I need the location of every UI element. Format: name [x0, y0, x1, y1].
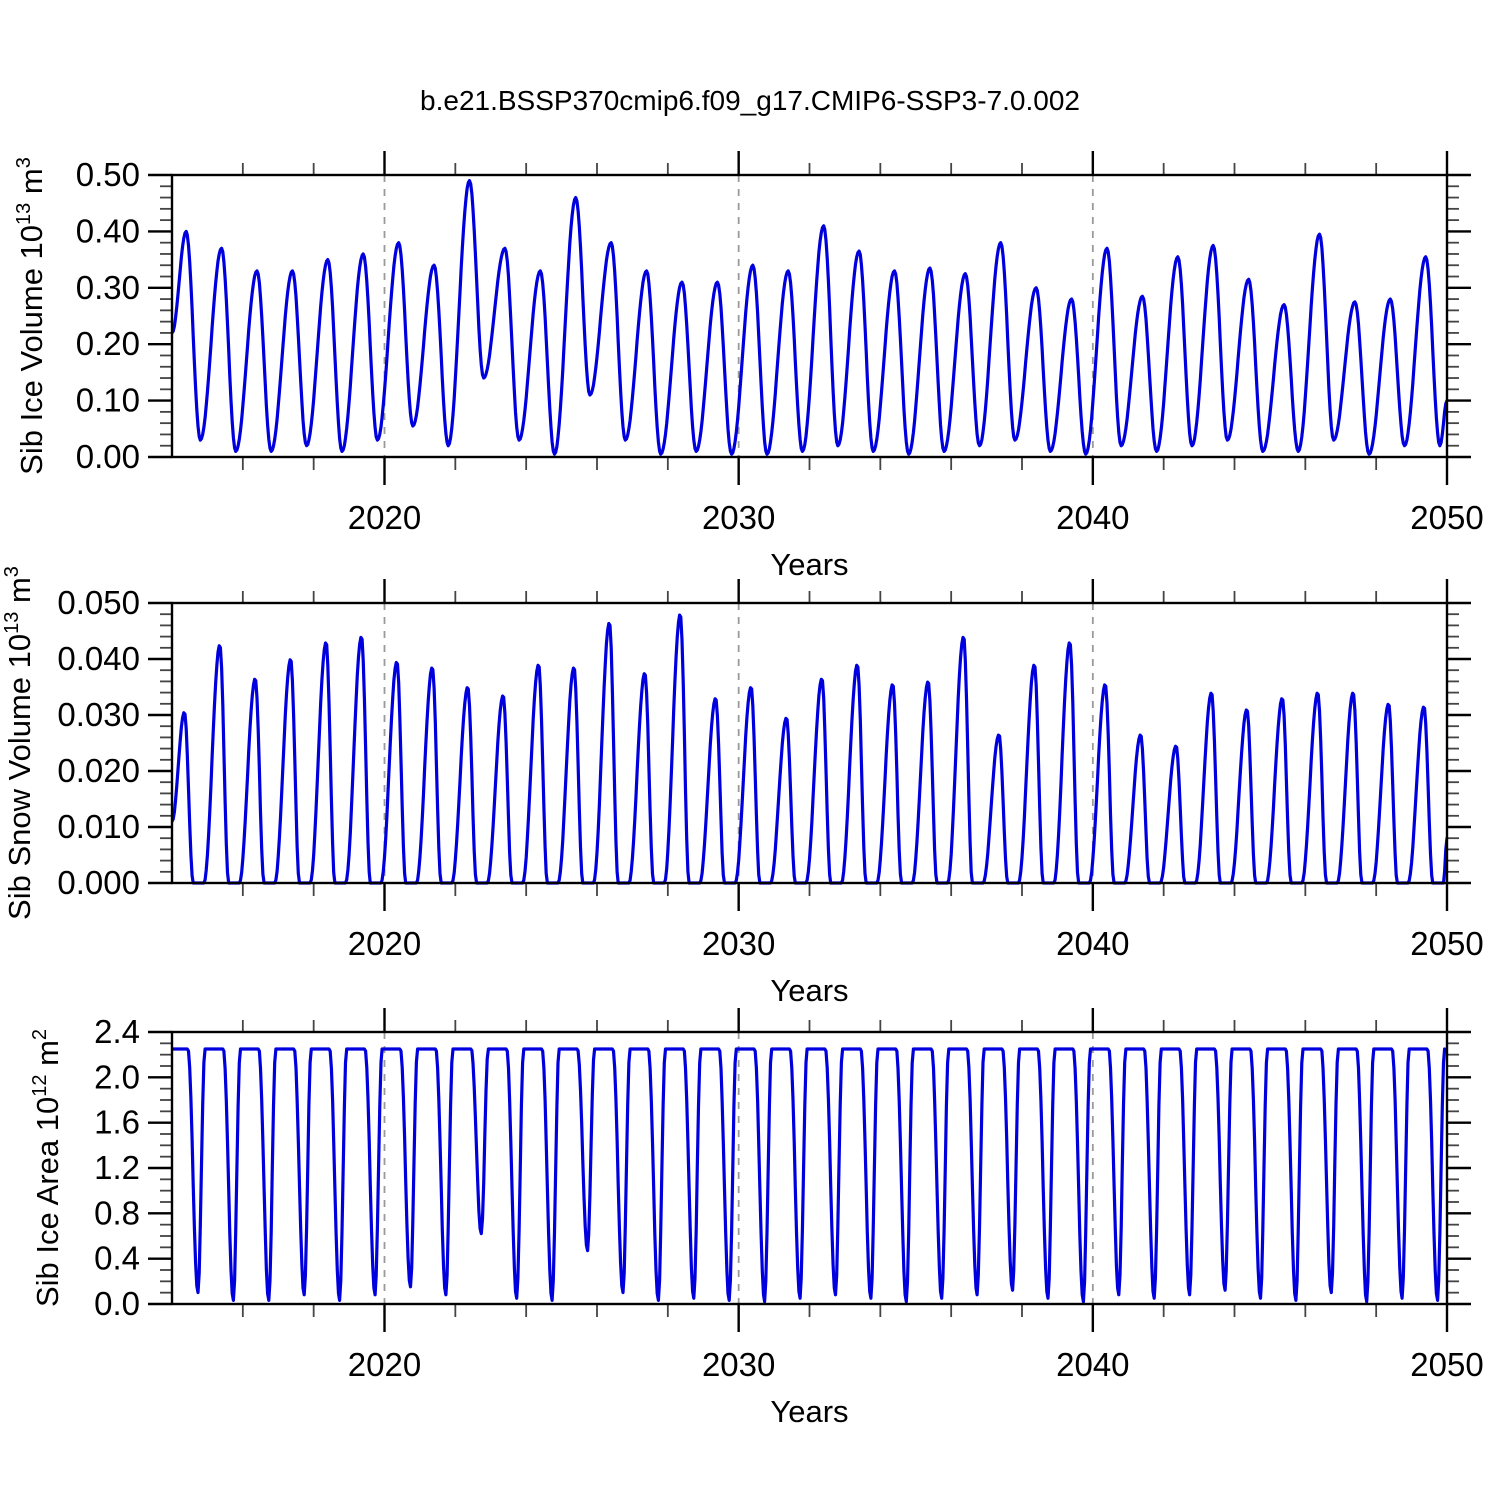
y-tick-label: 0.50: [76, 156, 140, 193]
y-axis-title-part: Sib Ice Area 10: [30, 1097, 65, 1307]
panel-snow-volume: 0.000 0.010 0.020 0.030 0.040 0.050 2020 2030 20…: [1, 566, 1484, 1008]
y-tick-label: 2.4: [94, 1013, 140, 1050]
y-axis-title-part: m: [2, 577, 37, 611]
x-tick-label: 2020: [348, 1346, 421, 1383]
x-tick-label: 2050: [1410, 499, 1483, 536]
y-tick-label: 0.010: [57, 808, 140, 845]
y-tick-label: 0.8: [94, 1194, 140, 1231]
y-axis-title: Sib Ice Area 1012 m2: [29, 1029, 65, 1307]
x-tick-label: 2030: [702, 499, 775, 536]
y-axis-title-part: m: [14, 168, 49, 202]
x-axis-title: Years: [770, 1394, 848, 1429]
y-axis-title: Sib Ice Volume 1013 m3: [13, 157, 49, 475]
y-tick-label: 0.020: [57, 752, 140, 789]
y-tick-label: 0.30: [76, 269, 140, 306]
y-axis-title-sup: 13: [1, 612, 23, 634]
x-tick-label: 2030: [702, 1346, 775, 1383]
y-axis-title-part: m: [30, 1040, 65, 1074]
y-axis-title-sup: 13: [13, 203, 35, 225]
y-tick-label: 0.00: [76, 438, 140, 475]
x-tick-label: 2050: [1410, 925, 1483, 962]
figure-title: b.e21.BSSP370cmip6.f09_g17.CMIP6-SSP3-7.…: [420, 85, 1080, 116]
y-axis-title: Sib Snow Volume 1013 m3: [1, 566, 37, 920]
y-tick-label: 0.40: [76, 212, 140, 249]
plot-frame: [170, 1030, 1449, 1306]
y-axis-title-sup: 12: [29, 1075, 51, 1097]
x-axis-title: Years: [770, 973, 848, 1008]
panel-ice-area: 0.0 0.4 0.8 1.2 1.6 2.0 2.4 2020 2030 2040 2050 Yea…: [29, 1008, 1484, 1429]
x-tick-label: 2030: [702, 925, 775, 962]
y-axis-title-sup: 3: [1, 566, 23, 577]
x-tick-label: 2050: [1410, 1346, 1483, 1383]
x-tick-label: 2020: [348, 925, 421, 962]
data-line-snow-volume: [172, 613, 1447, 885]
y-axis-title-part: Sib Ice Volume 10: [14, 225, 49, 475]
y-tick-label: 0.000: [57, 864, 140, 901]
y-tick-label: 1.6: [94, 1104, 140, 1141]
y-tick-label: 2.0: [94, 1058, 140, 1095]
x-tick-label: 2020: [348, 499, 421, 536]
y-axis-title-sup: 3: [13, 157, 35, 168]
y-axis-title-part: Sib Snow Volume 10: [2, 634, 37, 920]
y-tick-label: 0.030: [57, 696, 140, 733]
y-tick-label: 0.040: [57, 640, 140, 677]
data-line-ice-volume: [172, 179, 1447, 456]
plot-frame: [170, 601, 1449, 885]
x-tick-label: 2040: [1056, 499, 1129, 536]
y-tick-label: 0.050: [57, 584, 140, 621]
data-line-ice-area: [172, 1047, 1447, 1304]
x-tick-label: 2040: [1056, 925, 1129, 962]
x-axis-title: Years: [770, 547, 848, 582]
y-tick-label: 1.2: [94, 1149, 140, 1186]
y-tick-label: 0.0: [94, 1285, 140, 1322]
x-tick-label: 2040: [1056, 1346, 1129, 1383]
y-tick-label: 0.10: [76, 382, 140, 419]
plot-frame: [170, 173, 1449, 459]
panel-ice-volume: 0.00 0.10 0.20 0.30 0.40 0.50 2020 2030 2040 2050…: [13, 151, 1484, 582]
y-tick-label: 0.20: [76, 325, 140, 362]
y-tick-label: 0.4: [94, 1240, 140, 1277]
y-axis-title-sup: 2: [29, 1029, 51, 1040]
